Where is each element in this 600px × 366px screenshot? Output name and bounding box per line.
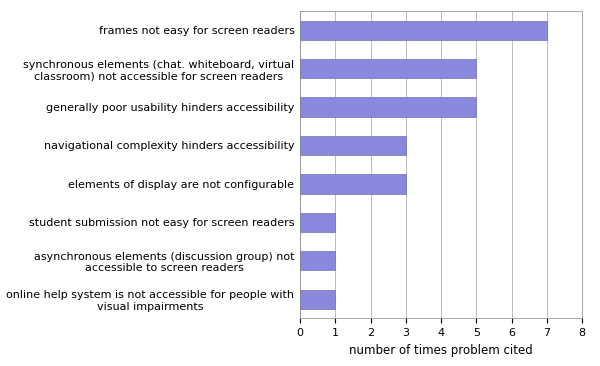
Bar xyxy=(300,174,406,194)
Bar xyxy=(300,213,335,232)
Bar xyxy=(300,290,335,309)
Bar xyxy=(300,251,335,270)
X-axis label: number of times problem cited: number of times problem cited xyxy=(349,344,533,357)
Bar xyxy=(300,136,406,155)
Bar xyxy=(300,20,547,40)
Bar xyxy=(300,59,476,78)
Bar xyxy=(300,97,476,117)
